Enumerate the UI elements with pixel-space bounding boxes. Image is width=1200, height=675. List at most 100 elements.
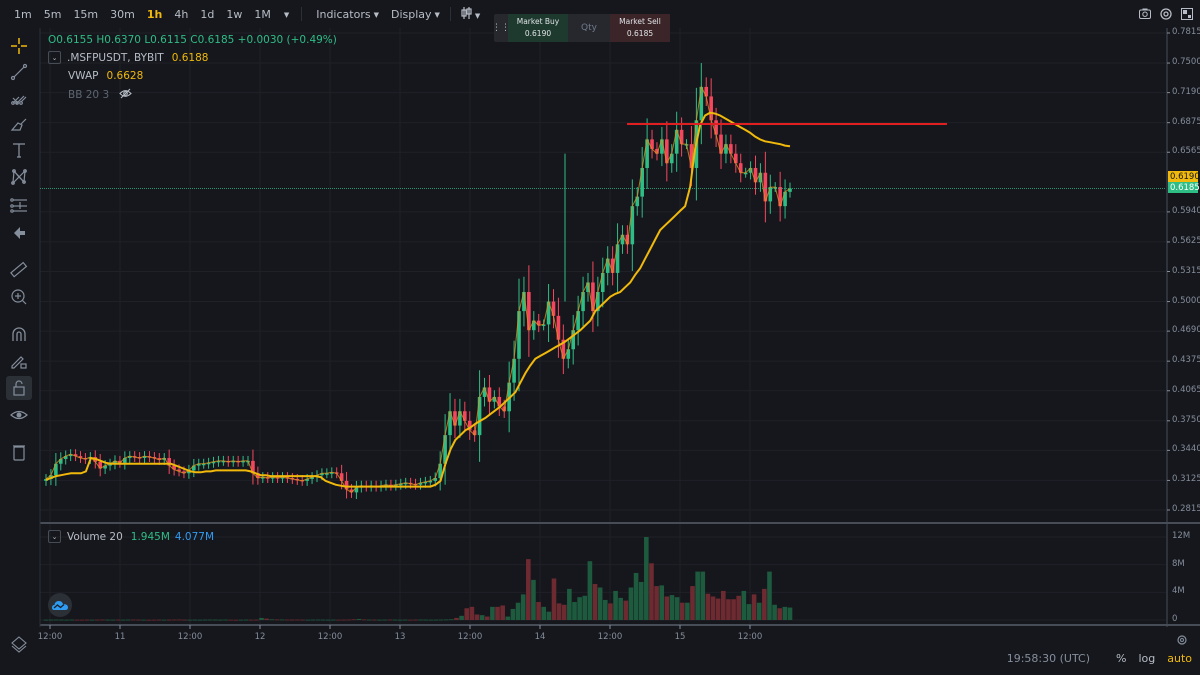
zoom-in-icon	[11, 289, 27, 305]
axis-settings-button[interactable]	[1176, 631, 1188, 650]
lock-drawing-tool[interactable]	[6, 349, 32, 373]
ruler-icon	[10, 261, 28, 278]
ruler-tool[interactable]	[6, 258, 32, 282]
collapse-legend-button[interactable]: ⌄	[48, 51, 61, 64]
time-tick: 13	[394, 632, 406, 642]
delete-tool[interactable]	[6, 440, 32, 464]
vwap-indicator-row[interactable]: VWAP 0.6628	[68, 70, 337, 82]
layers-icon	[11, 636, 27, 653]
timeframe-1d[interactable]: 1d	[200, 7, 215, 21]
toolbar-right-icons	[1137, 6, 1194, 21]
indicators-button[interactable]: Indicators ▼	[316, 7, 379, 21]
pattern-tool[interactable]	[6, 165, 32, 189]
market-buy-price: 0.6190	[524, 29, 552, 38]
measure-tool[interactable]	[6, 193, 32, 217]
magnet-icon	[12, 327, 26, 341]
text-icon	[13, 143, 25, 158]
symbol-label: .MSFPUSDT, BYBIT	[67, 51, 164, 64]
volume-value-2: 4.077M	[174, 530, 215, 543]
timeframe-30m[interactable]: 30m	[110, 7, 135, 21]
tradingview-logo[interactable]	[48, 593, 72, 617]
price-tick: 0.7500	[1172, 57, 1200, 68]
percent-scale-toggle[interactable]: %	[1116, 652, 1127, 665]
log-scale-toggle[interactable]: log	[1138, 652, 1156, 665]
timeframe-1h[interactable]: 1h	[146, 7, 163, 21]
text-tool[interactable]	[6, 138, 32, 162]
quick-trade-widget: ⋮⋮ Market Buy 0.6190 Qty Market Sell 0.6…	[492, 14, 670, 42]
pattern-icon	[11, 169, 27, 185]
price-tick: 0.6875	[1172, 116, 1200, 127]
timeframe-1m[interactable]: 1m	[14, 7, 32, 21]
market-sell-price: 0.6185	[626, 29, 654, 38]
unlock-icon	[13, 380, 25, 396]
bb-label: BB 20 3	[68, 89, 110, 101]
zoom-in-tool[interactable]	[6, 285, 32, 309]
timeframe-1w[interactable]: 1w	[226, 7, 243, 21]
pitchfork-tool[interactable]	[6, 86, 32, 110]
timeframe-1M[interactable]: 1M	[254, 7, 271, 21]
time-tick: 12:00	[737, 632, 763, 642]
last-price-tag: 0.6185	[1168, 182, 1200, 193]
lock-all-tool[interactable]	[6, 376, 32, 400]
eye-off-icon[interactable]	[119, 88, 132, 102]
display-button[interactable]: Display ▼	[390, 7, 440, 21]
volume-value-1: 1.945M	[130, 530, 170, 543]
market-buy-button[interactable]: Market Buy 0.6190	[508, 14, 568, 42]
layers-button[interactable]	[10, 636, 28, 658]
fullscreen-icon[interactable]	[1179, 6, 1194, 21]
market-sell-label: Market Sell	[619, 17, 661, 26]
price-tick: 0.6565	[1172, 146, 1200, 157]
time-tick: 15	[674, 632, 686, 642]
bb-indicator-row[interactable]: BB 20 3	[68, 88, 337, 102]
candlestick-icon	[461, 6, 472, 19]
timeframe-15m[interactable]: 15m	[73, 7, 99, 21]
timeframe-more-dropdown[interactable]: ▼	[283, 10, 290, 19]
price-tick: 0.7815	[1172, 27, 1200, 37]
cloud-logo-icon	[52, 600, 68, 610]
measure-icon	[10, 198, 27, 213]
brush-tool[interactable]	[6, 112, 32, 136]
price-tick: 0.4065	[1172, 384, 1200, 395]
drag-handle-icon[interactable]: ⋮⋮	[492, 23, 510, 33]
time-tick: 12:00	[177, 632, 203, 642]
camera-icon[interactable]	[1137, 6, 1152, 21]
back-tool[interactable]	[6, 221, 32, 245]
trend-line-icon	[10, 63, 28, 81]
chart-legend: O0.6155 H0.6370 L0.6115 C0.6185 +0.0030 …	[48, 34, 337, 102]
timeframe-5m[interactable]: 5m	[43, 7, 62, 21]
price-tick: 0.3125	[1172, 474, 1200, 485]
indicators-label: Indicators	[316, 7, 371, 21]
market-sell-button[interactable]: Market Sell 0.6185	[610, 14, 670, 42]
time-tick: 12:00	[317, 632, 343, 642]
volume-tick: 8M	[1172, 558, 1185, 569]
price-tick: 0.7190	[1172, 86, 1200, 97]
brush-icon	[10, 118, 27, 131]
magnet-tool[interactable]	[6, 322, 32, 346]
qty-placeholder: Qty	[581, 23, 597, 33]
vwap-label: VWAP	[68, 70, 99, 82]
auto-scale-toggle[interactable]: auto	[1167, 652, 1192, 665]
ohlc-values: O0.6155 H0.6370 L0.6115 C0.6185 +0.0030 …	[48, 34, 337, 46]
chart-type-button[interactable]: ▼	[455, 6, 486, 22]
price-tick: 0.5625	[1172, 235, 1200, 246]
trend-line-tool[interactable]	[6, 60, 32, 84]
qty-input[interactable]: Qty	[568, 14, 610, 42]
visibility-tool[interactable]	[6, 403, 32, 427]
eye-icon	[10, 410, 28, 420]
pitchfork-icon	[11, 95, 27, 105]
price-tick: 0.5000	[1172, 295, 1200, 306]
drawing-tools-sidebar	[0, 28, 38, 675]
market-buy-label: Market Buy	[516, 17, 560, 26]
collapse-volume-button[interactable]: ⌄	[48, 530, 61, 543]
time-tick: 14	[534, 632, 546, 642]
utc-clock: 19:58:30 (UTC)	[1006, 652, 1090, 665]
arrow-left-icon	[14, 227, 25, 239]
crosshair-tool[interactable]	[6, 34, 32, 58]
price-tick: 0.5315	[1172, 265, 1200, 276]
timeframe-4h[interactable]: 4h	[174, 7, 189, 21]
display-label: Display	[390, 7, 432, 21]
pencil-lock-icon	[11, 356, 27, 369]
price-tick: 0.4690	[1172, 325, 1200, 336]
settings-icon[interactable]	[1158, 6, 1173, 21]
